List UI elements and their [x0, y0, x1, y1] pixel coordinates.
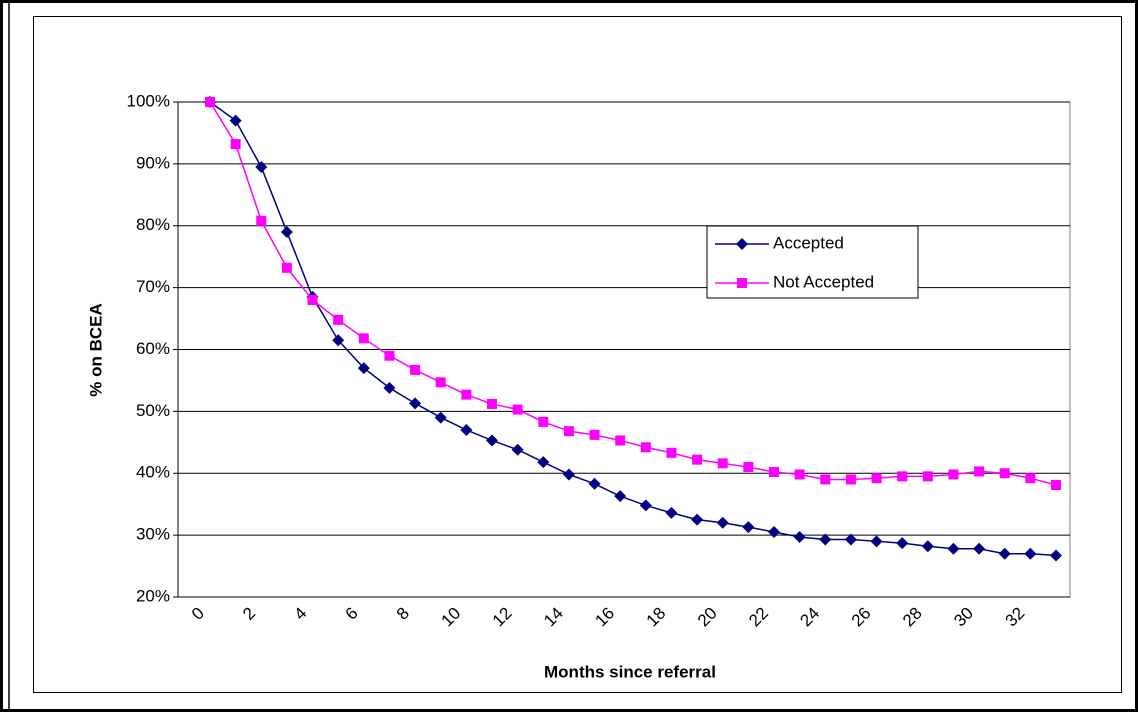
- marker: [948, 469, 959, 480]
- marker: [486, 434, 498, 447]
- marker: [922, 471, 933, 482]
- marker: [871, 473, 882, 484]
- marker: [666, 447, 677, 458]
- y-tick-label: 40%: [136, 463, 170, 482]
- y-tick-label: 20%: [136, 586, 170, 605]
- marker: [537, 456, 550, 469]
- marker: [974, 466, 985, 477]
- marker: [845, 474, 856, 485]
- y-tick-label: 30%: [136, 525, 170, 544]
- marker: [769, 467, 779, 478]
- marker: [332, 334, 345, 347]
- x-axis-title: Months since referral: [544, 662, 716, 681]
- marker: [229, 114, 242, 127]
- legend-marker: [737, 278, 747, 288]
- marker: [716, 516, 729, 529]
- marker: [692, 454, 703, 465]
- marker: [973, 542, 986, 555]
- marker: [793, 530, 806, 543]
- marker: [998, 547, 1011, 560]
- marker: [615, 435, 626, 446]
- legend-label: Not Accepted: [773, 272, 874, 291]
- marker: [461, 389, 472, 400]
- marker: [384, 350, 395, 361]
- marker: [435, 377, 446, 388]
- marker: [819, 533, 832, 546]
- marker: [588, 477, 601, 490]
- marker: [947, 542, 960, 555]
- legend-label: Accepted: [773, 233, 844, 252]
- marker: [896, 537, 909, 550]
- marker: [383, 381, 396, 394]
- marker: [639, 499, 652, 512]
- marker: [742, 521, 755, 534]
- marker: [1024, 547, 1037, 560]
- y-tick-label: 90%: [136, 153, 170, 172]
- marker: [230, 139, 241, 150]
- marker: [1025, 473, 1036, 484]
- y-tick-label: 60%: [136, 339, 170, 358]
- y-tick-label: 100%: [127, 91, 170, 110]
- marker: [562, 468, 575, 481]
- marker: [563, 426, 574, 437]
- marker: [691, 513, 704, 526]
- marker: [999, 468, 1010, 479]
- marker: [256, 215, 267, 226]
- y-axis-title: % on BCEA: [86, 303, 105, 397]
- y-tick-label: 50%: [136, 401, 170, 420]
- series-line: [209, 101, 1057, 486]
- marker: [307, 295, 318, 305]
- series-line: [209, 101, 1057, 557]
- marker: [357, 362, 370, 375]
- marker: [614, 490, 627, 503]
- marker: [589, 429, 600, 440]
- marker: [1050, 549, 1062, 562]
- marker: [870, 535, 883, 548]
- marker: [717, 458, 728, 469]
- marker: [794, 469, 805, 480]
- marker: [280, 225, 293, 238]
- marker: [255, 160, 268, 173]
- marker: [409, 397, 422, 410]
- marker: [921, 540, 934, 553]
- marker: [665, 506, 678, 519]
- marker: [511, 443, 524, 456]
- marker: [820, 474, 831, 485]
- marker: [333, 314, 344, 325]
- marker: [358, 333, 369, 344]
- marker: [743, 462, 754, 473]
- y-tick-label: 70%: [136, 277, 170, 296]
- legend-marker: [736, 238, 748, 250]
- marker: [410, 364, 421, 375]
- marker: [538, 416, 549, 427]
- marker: [897, 471, 908, 482]
- marker: [487, 398, 497, 409]
- marker: [768, 526, 780, 539]
- marker: [460, 423, 473, 436]
- marker: [1051, 480, 1061, 491]
- y-tick-label: 80%: [136, 215, 170, 234]
- marker: [844, 533, 857, 546]
- marker: [205, 97, 215, 107]
- marker: [512, 404, 523, 415]
- marker: [640, 442, 651, 453]
- marker: [434, 411, 447, 424]
- marker: [281, 262, 292, 273]
